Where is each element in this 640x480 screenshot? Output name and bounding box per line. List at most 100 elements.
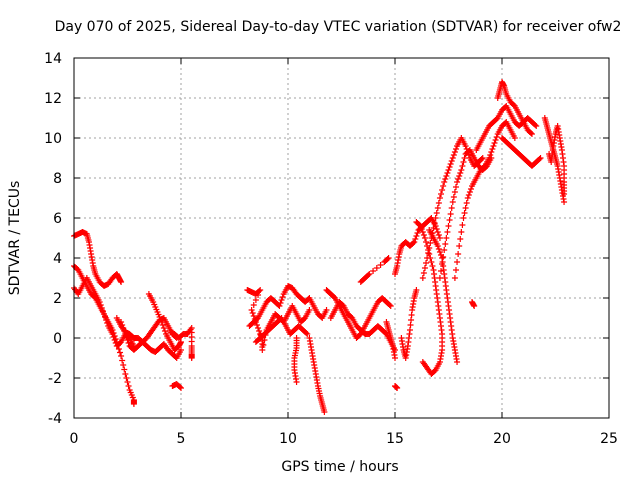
- data-point-seg-aa: [533, 123, 540, 129]
- data-point-seg-y: [490, 143, 497, 149]
- data-point-seg-v: [431, 220, 438, 226]
- data-point-seg-b: [122, 371, 129, 377]
- data-point-seg-v: [421, 265, 428, 271]
- data-point-seg-x: [444, 229, 451, 235]
- data-point-seg-y: [457, 236, 464, 242]
- y-tick-label: 14: [44, 51, 62, 67]
- data-point-seg-v: [423, 260, 430, 266]
- data-point-seg-u: [421, 235, 428, 241]
- data-point-seg-k: [303, 330, 310, 336]
- data-point-seg-u: [419, 359, 426, 365]
- data-point-seg-s: [413, 233, 420, 239]
- data-point-seg-v: [427, 240, 434, 246]
- data-point-seg-f: [125, 340, 132, 346]
- data-point-seg-v: [446, 164, 453, 170]
- data-point-seg-x: [447, 211, 454, 217]
- data-point-seg-p: [385, 255, 392, 261]
- data-point-seg-b: [119, 357, 126, 364]
- data-point-seg-aa: [532, 122, 539, 128]
- data-point-seg-i: [259, 347, 266, 353]
- data-point-seg-n: [386, 302, 393, 308]
- data-point-seg-s: [410, 240, 417, 246]
- data-point-seg-n: [387, 303, 394, 309]
- data-point-seg-w: [435, 246, 442, 252]
- chart-title: Day 070 of 2025, Sidereal Day-to-day VTE…: [55, 19, 622, 35]
- data-markers: [71, 79, 568, 415]
- x-tick-label: 10: [279, 431, 297, 447]
- data-point-seg-v: [449, 155, 456, 161]
- data-point-seg-x: [450, 194, 457, 200]
- data-point-seg-p: [373, 265, 380, 271]
- data-point-seg-x: [458, 167, 465, 173]
- data-point-seg-s: [435, 232, 442, 238]
- data-point-seg-i: [250, 313, 257, 319]
- data-point-seg-b: [130, 401, 137, 407]
- grid-lines: [74, 58, 609, 418]
- data-point-seg-v: [479, 155, 486, 161]
- x-tick-label: 25: [600, 431, 618, 447]
- data-point-seg-x: [443, 235, 450, 241]
- data-point-seg-u: [429, 263, 436, 269]
- data-point-seg-i: [306, 307, 313, 313]
- data-point-seg-v: [436, 195, 443, 201]
- data-point-seg-i: [255, 325, 262, 331]
- data-point-seg-u: [417, 223, 424, 229]
- data-point-seg-v: [441, 179, 448, 185]
- data-point-seg-y: [486, 155, 493, 161]
- data-point-seg-i: [255, 292, 262, 298]
- y-tick-label: 4: [53, 251, 62, 267]
- data-point-seg-ae: [561, 191, 568, 197]
- data-point-seg-j: [278, 297, 285, 303]
- data-point-seg-y: [465, 192, 472, 198]
- data-point-seg-k: [304, 331, 311, 337]
- x-tick-label: 5: [177, 431, 186, 447]
- data-point-seg-y: [455, 251, 462, 257]
- data-point-seg-ab: [527, 130, 534, 136]
- data-point-seg-y: [493, 134, 500, 140]
- data-point-seg-s: [411, 239, 418, 245]
- data-point-seg-y: [452, 267, 459, 273]
- data-point-seg-j: [276, 303, 283, 309]
- data-point-seg-l: [293, 379, 300, 385]
- data-point-seg-ac: [536, 156, 543, 162]
- y-tick-label: -4: [48, 411, 62, 427]
- data-point-seg-y: [462, 205, 469, 211]
- data-point-seg-x: [438, 268, 445, 274]
- data-point-seg-j: [277, 300, 284, 306]
- data-point-seg-v: [419, 275, 426, 281]
- data-point-seg-u: [416, 222, 423, 228]
- data-point-seg-x: [461, 155, 468, 161]
- data-point-seg-y: [464, 195, 471, 201]
- data-point-seg-u: [426, 251, 433, 257]
- data-point-seg-ac: [537, 155, 544, 161]
- data-point-seg-s: [433, 226, 440, 232]
- data-point-seg-s: [414, 230, 421, 236]
- data-point-seg-b: [123, 375, 130, 381]
- data-point-seg-e: [158, 319, 165, 325]
- data-point-seg-g: [188, 355, 195, 361]
- data-point-seg-c: [100, 311, 107, 317]
- data-point-seg-p: [384, 256, 391, 262]
- data-point-seg-x: [459, 163, 466, 169]
- data-point-seg-b: [125, 383, 132, 389]
- y-tick-label: 12: [44, 91, 62, 107]
- data-point-seg-x: [446, 217, 453, 223]
- data-point-seg-v: [462, 143, 469, 149]
- data-point-seg-b: [124, 379, 131, 385]
- data-point-seg-f: [123, 334, 130, 340]
- data-point-seg-q: [392, 355, 398, 361]
- data-point-seg-x: [441, 247, 448, 253]
- data-point-seg-i: [248, 307, 255, 313]
- data-point-seg-p: [377, 262, 384, 268]
- data-point-seg-w: [434, 243, 441, 249]
- data-point-seg-v: [447, 161, 454, 167]
- data-point-seg-e: [159, 322, 166, 328]
- data-point-seg-b: [117, 349, 124, 356]
- data-point-seg-x: [442, 241, 449, 247]
- data-point-seg-c: [104, 320, 111, 326]
- data-point-seg-r: [394, 385, 401, 391]
- data-point-seg-v: [478, 156, 485, 162]
- data-point-seg-b: [121, 366, 128, 373]
- data-point-seg-v: [451, 149, 458, 155]
